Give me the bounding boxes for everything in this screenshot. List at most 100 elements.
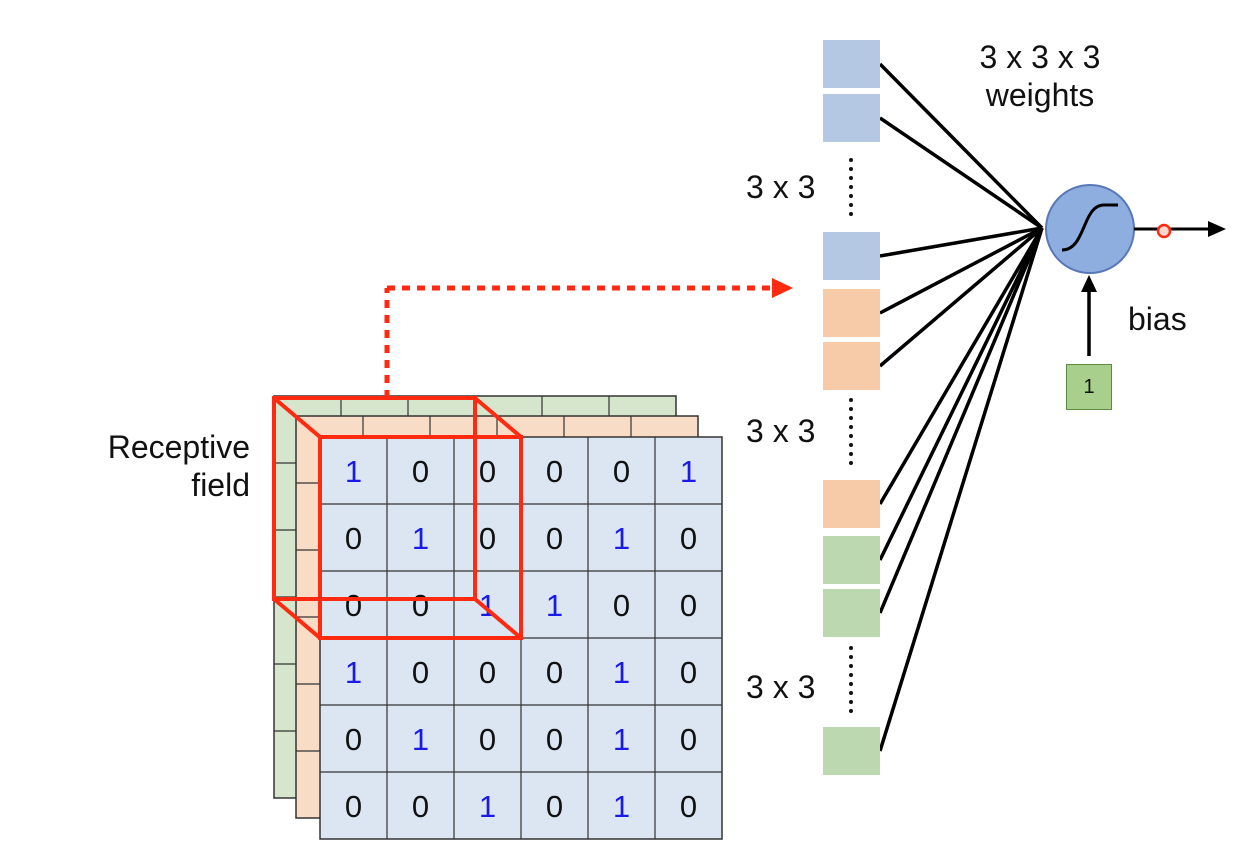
ellipsis-dot bbox=[849, 425, 853, 429]
grid-cell-value: 0 bbox=[546, 722, 563, 757]
grid-cell-value: 0 bbox=[412, 655, 429, 690]
weight-connection-line bbox=[879, 226, 1043, 258]
group-size-label-orange: 3 x 3 bbox=[746, 413, 816, 449]
grid-cell-value: 1 bbox=[613, 722, 630, 757]
grid-cell-value: 0 bbox=[479, 655, 496, 690]
weight-box bbox=[823, 94, 880, 142]
weight-box bbox=[823, 342, 880, 390]
grid-cell-value: 1 bbox=[546, 588, 563, 623]
weight-connection-line bbox=[878, 227, 1044, 505]
weight-connection-line bbox=[879, 116, 1043, 230]
receptive-field-arrow bbox=[384, 278, 793, 398]
weight-box bbox=[823, 289, 880, 337]
ellipsis-dot bbox=[849, 709, 853, 713]
receptive-field-label: Receptive field bbox=[107, 429, 250, 504]
grid-cell-value: 0 bbox=[613, 588, 630, 623]
ellipsis-dot bbox=[849, 185, 853, 189]
grid-cell-value: 1 bbox=[345, 454, 362, 489]
ellipsis-dot bbox=[849, 461, 853, 465]
group-size-label-blue: 3 x 3 bbox=[746, 169, 816, 205]
grid-cell-value: 0 bbox=[479, 521, 496, 556]
bias-label: bias bbox=[1128, 301, 1187, 337]
weight-column bbox=[823, 40, 880, 775]
grid-cell-value: 0 bbox=[412, 789, 429, 824]
weight-connection-line bbox=[878, 226, 1044, 368]
weight-connections bbox=[878, 62, 1044, 752]
ellipsis-dot bbox=[849, 673, 853, 677]
grid-cell-value: 0 bbox=[412, 588, 429, 623]
grid-cell-value: 0 bbox=[680, 655, 697, 690]
ellipsis-dot bbox=[849, 212, 853, 216]
connector-arrowhead bbox=[772, 278, 793, 298]
grid-cell-value: 0 bbox=[546, 655, 563, 690]
weights-label: 3 x 3 x 3 weights bbox=[979, 39, 1101, 114]
grid-cell-value: 0 bbox=[546, 521, 563, 556]
receptive-box-edge bbox=[272, 597, 322, 640]
grid-cell-value: 0 bbox=[680, 588, 697, 623]
ellipsis-dot bbox=[849, 664, 853, 668]
ellipsis-dot bbox=[849, 691, 853, 695]
ellipsis-dot bbox=[849, 682, 853, 686]
weight-connection-line bbox=[878, 227, 1044, 614]
grid-cell-value: 0 bbox=[345, 722, 362, 757]
output-arrow-icon bbox=[1208, 221, 1226, 237]
grid-cell-value: 0 bbox=[412, 454, 429, 489]
ellipsis-dot bbox=[849, 194, 853, 198]
grid-cell-value: 1 bbox=[345, 655, 362, 690]
ellipsis-dot bbox=[849, 176, 853, 180]
receptive-field-highlight bbox=[272, 396, 523, 640]
output-point bbox=[1156, 223, 1172, 239]
ellipsis-dot bbox=[849, 167, 853, 171]
weight-box bbox=[823, 232, 880, 280]
ellipsis-dot bbox=[849, 443, 853, 447]
receptive-box-back bbox=[272, 396, 477, 601]
weight-connection-line bbox=[878, 227, 1044, 561]
ellipsis-dot bbox=[849, 158, 853, 162]
weight-box bbox=[823, 589, 880, 637]
grid-cell-value: 0 bbox=[345, 588, 362, 623]
weight-box bbox=[823, 40, 880, 88]
grid-cell-value: 0 bbox=[680, 722, 697, 757]
weight-connection-line bbox=[878, 62, 1044, 230]
receptive-box-front bbox=[318, 435, 523, 640]
ellipsis-dot bbox=[849, 452, 853, 456]
bias-arrow-icon bbox=[1081, 275, 1097, 292]
grid-cell-value: 0 bbox=[479, 454, 496, 489]
ellipsis-dot bbox=[849, 398, 853, 402]
sigmoid-icon bbox=[1061, 203, 1118, 252]
weight-connection-line bbox=[878, 227, 1044, 752]
neuron bbox=[1045, 184, 1226, 356]
receptive-box-edge bbox=[473, 396, 523, 439]
neuron-circle bbox=[1045, 184, 1135, 274]
grid-cell-value: 1 bbox=[613, 521, 630, 556]
bias-input-box: 1 bbox=[1066, 364, 1112, 410]
group-size-label-green: 3 x 3 bbox=[746, 669, 816, 705]
grid-cell-value: 1 bbox=[412, 521, 429, 556]
grid-cell-value: 0 bbox=[546, 789, 563, 824]
ellipsis-dot bbox=[849, 203, 853, 207]
receptive-box-edge bbox=[272, 396, 322, 439]
grid-cell-value: 0 bbox=[680, 789, 697, 824]
grid-cell-value: 1 bbox=[412, 722, 429, 757]
grid-cell-value: 1 bbox=[613, 789, 630, 824]
grid-cell-value: 1 bbox=[613, 655, 630, 690]
grid-cell-value: 1 bbox=[680, 454, 697, 489]
grid-cell-value: 0 bbox=[479, 722, 496, 757]
grid-cell-value: 0 bbox=[345, 521, 362, 556]
grid-cell-value: 1 bbox=[479, 789, 496, 824]
weight-box bbox=[823, 536, 880, 584]
weight-box bbox=[823, 480, 880, 528]
grid-cell-value: 0 bbox=[546, 454, 563, 489]
ellipsis-dot bbox=[849, 416, 853, 420]
grid-cell-value: 0 bbox=[613, 454, 630, 489]
grid-cell-value: 0 bbox=[345, 789, 362, 824]
grid-cell-value: 0 bbox=[680, 521, 697, 556]
weight-box bbox=[823, 727, 880, 775]
ellipsis-dot bbox=[849, 407, 853, 411]
ellipsis-dot bbox=[849, 700, 853, 704]
ellipsis-dot bbox=[849, 434, 853, 438]
weight-connection-line bbox=[879, 226, 1043, 315]
ellipsis-dot bbox=[849, 655, 853, 659]
receptive-box-edge bbox=[473, 597, 523, 640]
